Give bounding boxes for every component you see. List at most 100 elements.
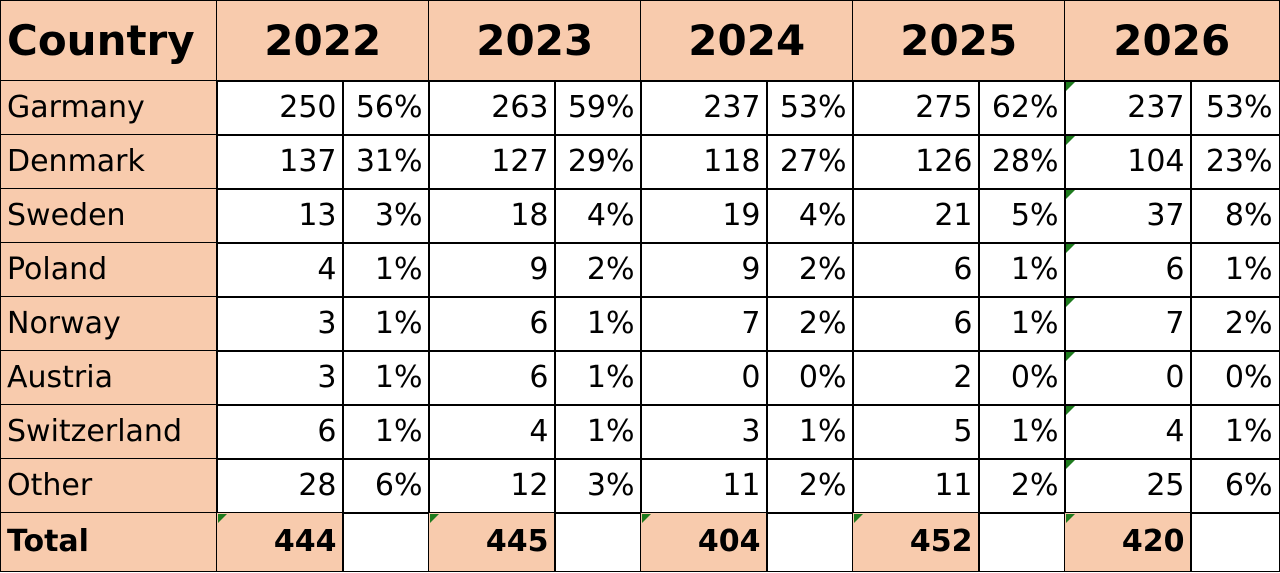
value-cell: 56%	[342, 80, 430, 136]
value-cell: 18	[428, 188, 556, 244]
value-cell: 4	[216, 242, 344, 298]
country-cell: Austria	[0, 350, 218, 406]
value-cell: 27%	[766, 134, 854, 190]
value-cell: 1%	[342, 404, 430, 460]
value-cell: 4	[1064, 404, 1192, 460]
total-label: Total	[0, 512, 218, 572]
total-value: 404	[640, 512, 768, 572]
value-cell: 2%	[554, 242, 642, 298]
value-cell: 118	[640, 134, 768, 190]
header-cell: Country	[0, 0, 218, 82]
country-cell: Poland	[0, 242, 218, 298]
total-value: 452	[852, 512, 980, 572]
value-cell: 1%	[342, 242, 430, 298]
value-cell: 263	[428, 80, 556, 136]
total-empty	[554, 512, 642, 572]
value-cell: 6	[428, 296, 556, 352]
value-cell: 1%	[554, 404, 642, 460]
header-cell: 2026	[1064, 0, 1280, 82]
value-cell: 275	[852, 80, 980, 136]
value-cell: 0%	[766, 350, 854, 406]
value-cell: 3	[216, 296, 344, 352]
value-cell: 1%	[554, 350, 642, 406]
error-indicator	[218, 514, 227, 523]
value-cell: 13	[216, 188, 344, 244]
value-cell: 62%	[978, 80, 1066, 136]
error-indicator	[1066, 136, 1075, 145]
value-cell: 1%	[342, 296, 430, 352]
value-cell: 1%	[1190, 242, 1280, 298]
value-cell: 1%	[766, 404, 854, 460]
value-cell: 3	[216, 350, 344, 406]
value-cell: 59%	[554, 80, 642, 136]
value-cell: 19	[640, 188, 768, 244]
value-cell: 9	[640, 242, 768, 298]
value-cell: 1%	[978, 296, 1066, 352]
value-cell: 7	[1064, 296, 1192, 352]
value-cell: 1%	[554, 296, 642, 352]
value-cell: 12	[428, 458, 556, 514]
value-cell: 37	[1064, 188, 1192, 244]
error-indicator	[1066, 82, 1075, 91]
value-cell: 6	[852, 242, 980, 298]
header-cell: 2025	[852, 0, 1066, 82]
error-indicator	[854, 514, 863, 523]
value-cell: 5%	[978, 188, 1066, 244]
error-indicator	[1066, 190, 1075, 199]
value-cell: 4%	[554, 188, 642, 244]
value-cell: 31%	[342, 134, 430, 190]
value-cell: 7	[640, 296, 768, 352]
value-cell: 53%	[1190, 80, 1280, 136]
country-cell: Garmany	[0, 80, 218, 136]
total-value: 445	[428, 512, 556, 572]
value-cell: 0	[640, 350, 768, 406]
value-cell: 237	[640, 80, 768, 136]
value-cell: 137	[216, 134, 344, 190]
value-cell: 1%	[1190, 404, 1280, 460]
value-cell: 29%	[554, 134, 642, 190]
country-cell: Other	[0, 458, 218, 514]
error-indicator	[1066, 406, 1075, 415]
value-cell: 6%	[342, 458, 430, 514]
value-cell: 5	[852, 404, 980, 460]
value-cell: 23%	[1190, 134, 1280, 190]
error-indicator	[1066, 244, 1075, 253]
value-cell: 127	[428, 134, 556, 190]
error-indicator	[430, 514, 439, 523]
value-cell: 53%	[766, 80, 854, 136]
error-indicator	[1066, 352, 1075, 361]
value-cell: 21	[852, 188, 980, 244]
value-cell: 1%	[978, 242, 1066, 298]
value-cell: 9	[428, 242, 556, 298]
value-cell: 0%	[978, 350, 1066, 406]
header-cell: 2023	[428, 0, 642, 82]
header-cell: 2024	[640, 0, 854, 82]
total-empty	[342, 512, 430, 572]
value-cell: 0	[1064, 350, 1192, 406]
value-cell: 3%	[554, 458, 642, 514]
value-cell: 0%	[1190, 350, 1280, 406]
value-cell: 6	[216, 404, 344, 460]
header-cell: 2022	[216, 0, 430, 82]
value-cell: 2%	[766, 242, 854, 298]
total-value: 420	[1064, 512, 1192, 572]
value-cell: 3%	[342, 188, 430, 244]
value-cell: 2	[852, 350, 980, 406]
country-cell: Denmark	[0, 134, 218, 190]
value-cell: 11	[852, 458, 980, 514]
value-cell: 6%	[1190, 458, 1280, 514]
value-cell: 104	[1064, 134, 1192, 190]
total-empty	[766, 512, 854, 572]
value-cell: 2%	[978, 458, 1066, 514]
value-cell: 8%	[1190, 188, 1280, 244]
value-cell: 250	[216, 80, 344, 136]
value-cell: 28%	[978, 134, 1066, 190]
value-cell: 1%	[342, 350, 430, 406]
error-indicator	[1066, 514, 1075, 523]
total-empty	[978, 512, 1066, 572]
country-cell: Norway	[0, 296, 218, 352]
error-indicator	[642, 514, 651, 523]
error-indicator	[1066, 460, 1075, 469]
total-empty	[1190, 512, 1280, 572]
